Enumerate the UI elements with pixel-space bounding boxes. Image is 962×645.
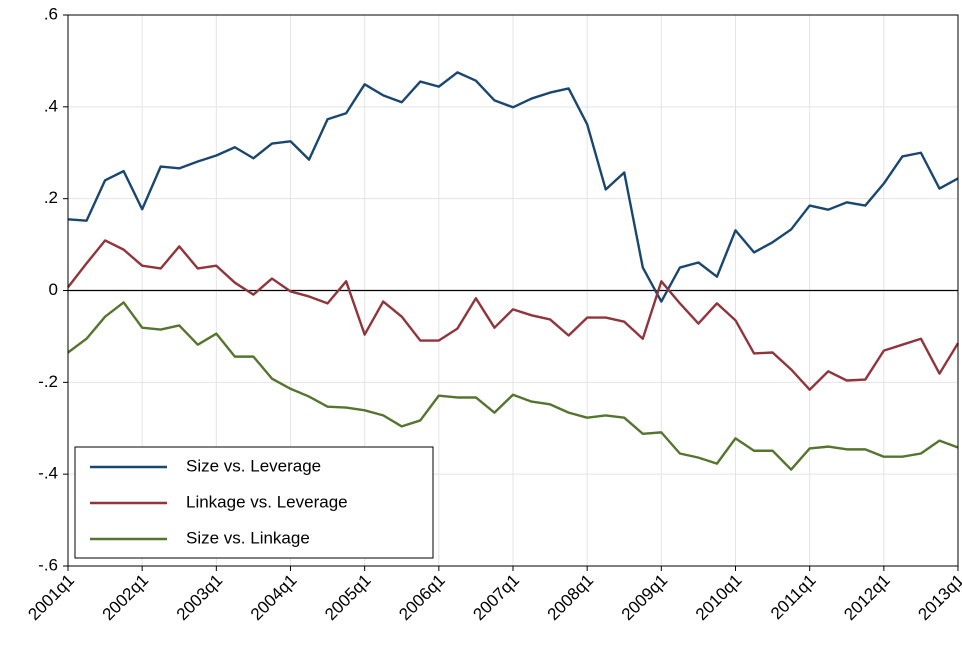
x-tick-label: 2007q1 (469, 571, 523, 625)
y-tick-label: .6 (44, 4, 58, 23)
x-tick-label: 2001q1 (24, 571, 78, 625)
x-tick-label: 2006q1 (395, 571, 449, 625)
x-tick-label: 2011q1 (767, 571, 820, 624)
series-line (67, 71, 959, 303)
x-tick-label: 2010q1 (692, 571, 746, 625)
legend-label: Size vs. Leverage (186, 456, 321, 475)
x-tick-label: 2009q1 (618, 571, 672, 625)
x-tick-label: 2005q1 (321, 571, 375, 625)
x-tick-label: 2012q1 (840, 571, 894, 625)
series-line (67, 239, 960, 391)
legend-label: Linkage vs. Leverage (186, 492, 348, 511)
x-tick-label: 2008q1 (544, 571, 598, 625)
y-tick-label: -.2 (38, 372, 58, 391)
y-tick-label: -.6 (38, 555, 58, 574)
legend-label: Size vs. Linkage (186, 528, 310, 547)
y-tick-label: 0 (49, 280, 58, 299)
x-tick-label: 2002q1 (99, 571, 153, 625)
y-tick-label: .2 (44, 188, 58, 207)
x-tick-label: 2013q1 (914, 571, 962, 625)
plot-frame (67, 14, 959, 567)
y-tick-label: -.4 (38, 464, 58, 483)
series-line (67, 301, 959, 471)
x-tick-label: 2004q1 (247, 571, 301, 625)
x-tick-label: 2003q1 (173, 571, 227, 625)
y-tick-label: .4 (44, 96, 58, 115)
